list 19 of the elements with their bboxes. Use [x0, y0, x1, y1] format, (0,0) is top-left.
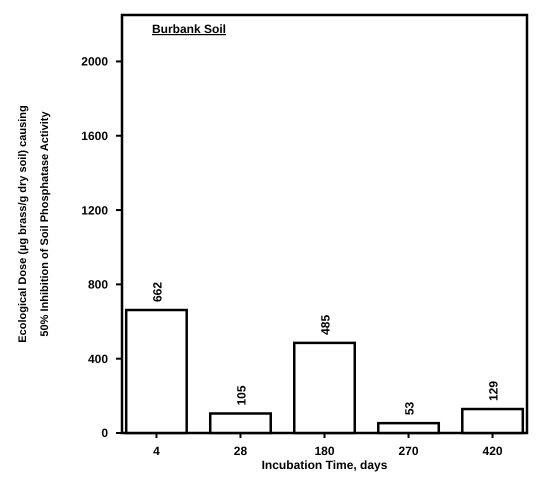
data-label: 485: [318, 314, 332, 335]
y-axis-title: Ecological Dose (µg brass/g dry soil) causing 50% Inhibition of Soil Phosphatase Activity: [17, 105, 51, 343]
y-tick-label: 2000: [81, 54, 108, 69]
x-tick-label: 28: [234, 444, 248, 458]
text: Burbank Soil: [152, 22, 226, 36]
data-label: 53: [402, 401, 417, 416]
data-label: 129: [486, 380, 501, 402]
y-tick-label: 400: [88, 352, 108, 366]
y-tick-label: 0: [101, 426, 108, 440]
x-tick-label: 180: [314, 444, 335, 458]
x-tick-label: 420: [482, 444, 503, 458]
data-label: 662: [150, 282, 164, 302]
y-tick-label: 1600: [81, 128, 108, 143]
x-axis-title: Incubation Time, days: [262, 458, 388, 472]
x-tick-label: 270: [398, 444, 419, 458]
x-tick-label: 4: [153, 444, 160, 458]
data-label: 105: [234, 385, 248, 406]
y-tick-label: 800: [88, 278, 108, 292]
y-tick-label: 1200: [81, 203, 108, 218]
